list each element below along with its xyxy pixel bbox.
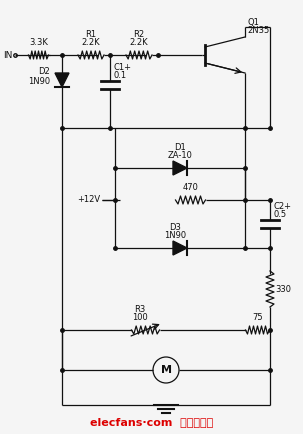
Text: 1N90: 1N90 — [164, 231, 186, 240]
Text: 100: 100 — [132, 313, 147, 322]
Polygon shape — [173, 161, 187, 175]
Text: C1+: C1+ — [114, 63, 132, 72]
Text: IN: IN — [3, 50, 12, 59]
Text: D2: D2 — [38, 68, 50, 76]
Text: 0.5: 0.5 — [274, 210, 287, 219]
Polygon shape — [55, 73, 69, 87]
Text: ZA-10: ZA-10 — [168, 151, 192, 160]
Text: 330: 330 — [275, 285, 291, 293]
Polygon shape — [173, 241, 187, 255]
Text: R2: R2 — [133, 30, 145, 39]
Text: Q1: Q1 — [247, 18, 259, 27]
Text: 470: 470 — [183, 183, 198, 192]
Text: 0.1: 0.1 — [114, 71, 127, 80]
Text: D3: D3 — [169, 223, 181, 232]
Text: 2.2K: 2.2K — [82, 38, 100, 47]
Text: C2+: C2+ — [274, 202, 292, 211]
Text: 3.3K: 3.3K — [29, 38, 48, 47]
Text: 75: 75 — [252, 313, 263, 322]
Text: 1N90: 1N90 — [28, 78, 50, 86]
Text: M: M — [161, 365, 171, 375]
Text: 2.2K: 2.2K — [130, 38, 148, 47]
Text: R3: R3 — [134, 305, 145, 314]
Text: 2N35: 2N35 — [247, 26, 269, 35]
Text: R1: R1 — [85, 30, 97, 39]
Text: +12V: +12V — [77, 195, 100, 204]
Text: D1: D1 — [174, 143, 186, 152]
Text: elecfans·com  电子发烧友: elecfans·com 电子发烧友 — [90, 417, 214, 427]
